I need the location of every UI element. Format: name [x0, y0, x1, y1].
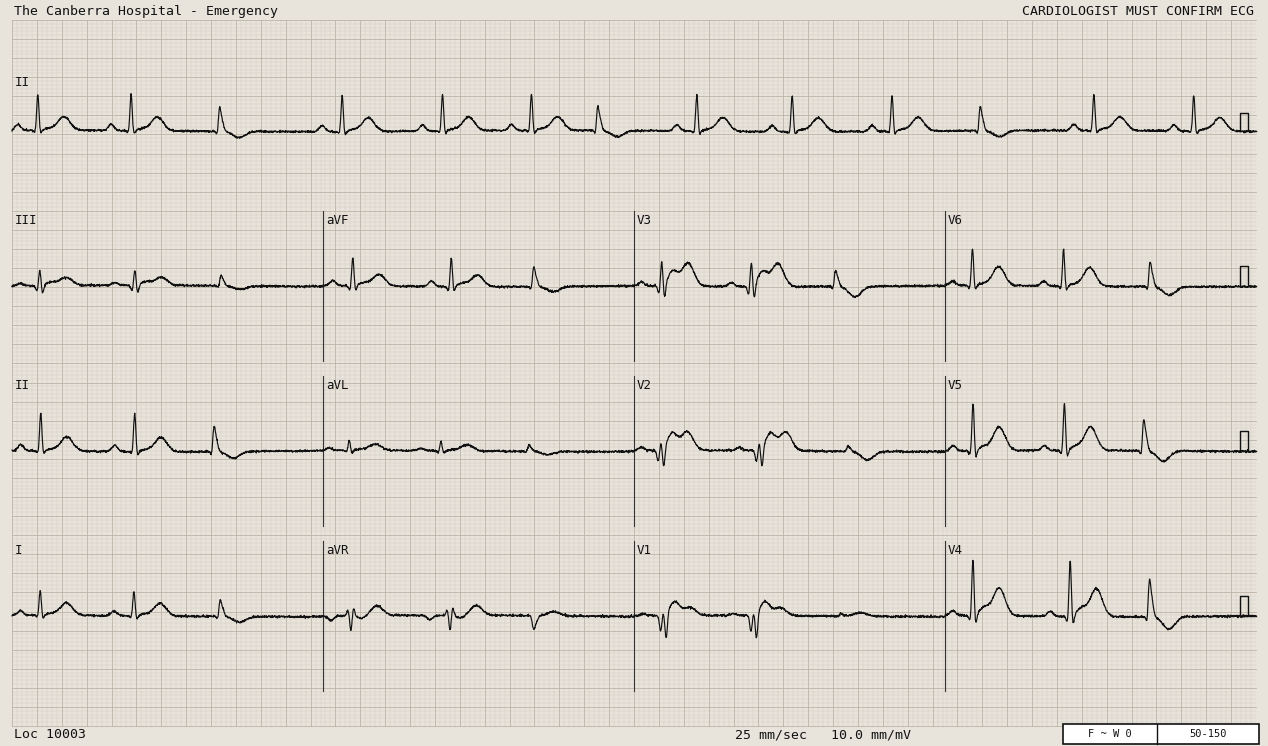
Text: V5: V5 — [948, 379, 962, 392]
Text: II: II — [15, 379, 30, 392]
Text: aVF: aVF — [326, 214, 349, 227]
Text: II: II — [15, 76, 30, 89]
Text: aVL: aVL — [326, 379, 349, 392]
Text: V4: V4 — [948, 544, 962, 557]
Text: 25 mm/sec   10.0 mm/mV: 25 mm/sec 10.0 mm/mV — [735, 728, 912, 741]
Text: III: III — [15, 214, 38, 227]
Text: V3: V3 — [637, 214, 652, 227]
Text: 50-150: 50-150 — [1189, 729, 1226, 739]
Text: V6: V6 — [948, 214, 962, 227]
Text: The Canberra Hospital - Emergency: The Canberra Hospital - Emergency — [14, 5, 278, 18]
Text: aVR: aVR — [326, 544, 349, 557]
Bar — [1063, 724, 1259, 744]
Text: V2: V2 — [637, 379, 652, 392]
Text: F ~ W 0: F ~ W 0 — [1088, 729, 1131, 739]
Text: I: I — [15, 544, 23, 557]
Text: V1: V1 — [637, 544, 652, 557]
Text: Loc 10003: Loc 10003 — [14, 728, 86, 741]
Text: CARDIOLOGIST MUST CONFIRM ECG: CARDIOLOGIST MUST CONFIRM ECG — [1022, 5, 1254, 18]
